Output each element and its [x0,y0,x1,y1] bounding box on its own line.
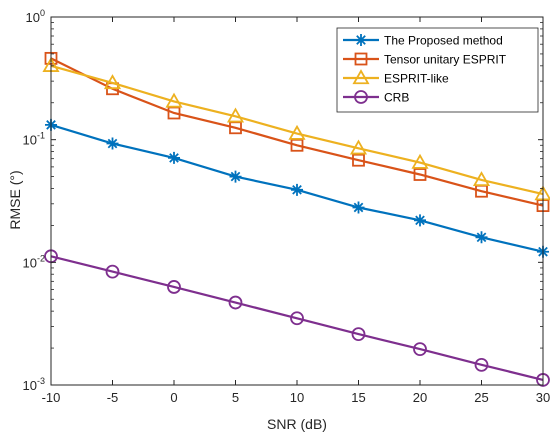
data-point [354,52,368,66]
x-axis-title: SNR (dB) [267,416,327,432]
data-point [226,107,245,123]
y-tick-label: 10-3 [23,376,45,393]
data-point [167,280,181,294]
legend-entry: ESPRIT-like [343,69,449,86]
legend-label: ESPRIT-like [384,72,449,86]
x-tick-label: 20 [413,390,427,405]
data-point [291,183,303,196]
plot-layer [42,51,550,387]
y-axis-title: RMSE (°) [7,170,23,229]
data-point [411,153,429,169]
legend-entry: The Proposed method [343,34,503,48]
data-point [105,264,120,279]
data-point [475,231,488,244]
x-tick-label: 0 [170,390,177,405]
legend-label: The Proposed method [384,34,503,48]
x-tick-label: 25 [474,390,488,405]
data-point [354,90,368,104]
x-tick-label: 30 [536,390,550,405]
data-point [413,168,427,181]
x-tick-label: 5 [232,390,239,405]
data-point [290,138,304,152]
data-point [472,171,491,187]
data-point [228,295,243,310]
data-point [413,342,427,357]
data-point [229,170,242,183]
data-point [288,124,306,140]
data-point [352,69,370,85]
series-line [50,64,544,196]
data-point [352,153,365,167]
y-tick-label: 100 [26,8,45,25]
data-point [352,201,365,214]
x-tick-label: -5 [107,390,119,405]
legend-entry: CRB [343,90,409,105]
data-point [474,357,489,372]
legend-entry: Tensor unitary ESPRIT [343,53,507,67]
legend: The Proposed method Tensor unitary ESPRIT… [336,27,539,113]
data-point [349,139,368,155]
data-point [103,74,122,90]
x-tick-label: 15 [351,390,365,405]
series-line [50,255,544,381]
data-point [290,311,304,326]
series-line [50,57,544,207]
x-tick-label: 10 [290,390,304,405]
y-tick-label: 10-2 [23,253,45,270]
data-point [355,34,367,46]
data-point [414,214,426,227]
data-point [168,151,180,164]
legend-label: CRB [384,91,409,105]
data-point [351,327,366,341]
data-point [165,92,183,108]
x-tick-label: -10 [42,390,61,405]
axes-layer: -10 -5 0 5 10 15 20 25 30 10-3 10-2 10-1 100 [23,8,550,405]
data-point [106,137,119,150]
y-tick-label: 10-1 [23,131,45,148]
legend-label: Tensor unitary ESPRIT [384,53,507,67]
